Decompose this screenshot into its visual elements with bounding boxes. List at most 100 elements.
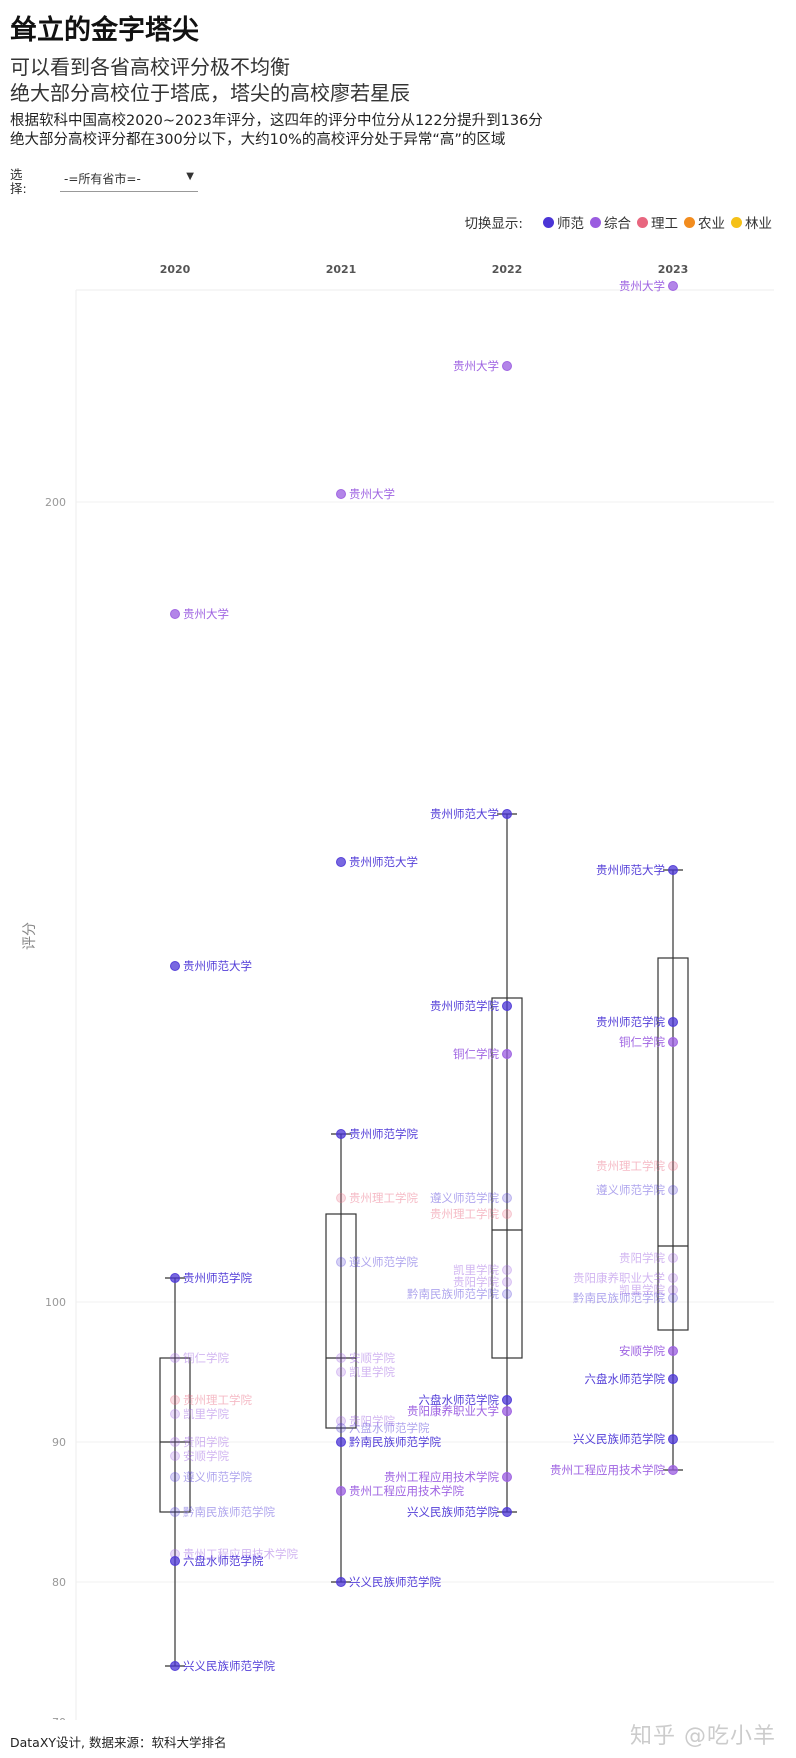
data-point: [170, 609, 180, 619]
data-point: [170, 1273, 180, 1283]
x-tick-label: 2021: [326, 263, 357, 276]
x-tick-label: 2022: [492, 263, 523, 276]
data-label: 安顺学院: [183, 1449, 229, 1463]
data-label: 贵州师范学院: [183, 1271, 252, 1285]
legend-item-label: 理工: [651, 216, 678, 232]
description-line-1: 根据软科中国高校2020~2023年评分，这四年的评分中位分从122分提升到13…: [10, 113, 543, 129]
description-line-2: 绝大部分高校评分都在300分以下，大约10%的高校评分处于异常“高”的区域: [10, 132, 506, 148]
data-label: 安顺学院: [349, 1351, 395, 1365]
data-label: 安顺学院: [619, 1344, 665, 1358]
data-point: [170, 1409, 180, 1419]
data-label: 六盘水师范学院: [419, 1393, 500, 1407]
data-point: [170, 1661, 180, 1671]
data-point: [502, 1049, 512, 1059]
data-label: 凯里学院: [183, 1407, 229, 1421]
legend-item-label: 综合: [604, 216, 631, 232]
data-label: 贵州理工学院: [430, 1207, 499, 1221]
data-label: 贵州师范大学: [183, 959, 252, 973]
legend-item-label: 林业: [745, 216, 772, 232]
data-point: [502, 809, 512, 819]
data-label: 贵州理工学院: [349, 1191, 418, 1205]
dot-icon: [637, 216, 648, 228]
data-label: 兴义民族师范学院: [183, 1659, 275, 1673]
data-point: [502, 1193, 512, 1203]
data-point: [336, 489, 346, 499]
data-point: [170, 1556, 180, 1566]
subtitle-line-2: 绝大部分高校位于塔底，塔尖的高校廖若星辰: [10, 81, 410, 105]
y-tick-label: 70: [52, 1716, 66, 1720]
data-point: [668, 1465, 678, 1475]
data-label: 兴义民族师范学院: [349, 1575, 441, 1589]
data-point: [170, 1472, 180, 1482]
data-point: [668, 1037, 678, 1047]
data-label: 贵州工程应用技术学院: [349, 1484, 464, 1498]
data-point: [336, 1423, 346, 1433]
y-tick-label: 100: [45, 1296, 66, 1309]
data-point: [668, 1346, 678, 1356]
data-label: 兴义民族师范学院: [573, 1432, 665, 1446]
data-label: 六盘水师范学院: [349, 1421, 430, 1435]
data-label: 贵州大学: [183, 607, 229, 621]
data-point: [336, 1486, 346, 1496]
legend-item-agriculture[interactable]: 农业: [684, 212, 725, 232]
data-label: 贵阳学院: [619, 1251, 665, 1265]
data-point: [668, 1434, 678, 1445]
data-point: [668, 865, 678, 875]
data-point: [336, 857, 346, 867]
legend-item-comprehensive[interactable]: 综合: [590, 212, 631, 232]
selector-label: 选择:: [10, 167, 27, 196]
data-label: 贵阳康养职业大学: [573, 1271, 665, 1285]
data-label: 贵州大学: [453, 359, 499, 373]
footer-credit: DataXY设计, 数据来源：软科大学排名: [10, 1735, 227, 1750]
data-point: [336, 1416, 346, 1426]
province-selector: 选择: -=所有省市=- ▼: [10, 168, 198, 196]
data-label: 黔南民族师范学院: [573, 1291, 665, 1305]
data-label: 贵州师范学院: [596, 1015, 665, 1029]
data-label: 黔南民族师范学院: [349, 1435, 441, 1449]
y-tick-label: 200: [45, 496, 66, 509]
legend-title: 切换显示:: [464, 216, 523, 232]
data-point: [668, 1253, 678, 1263]
legend: 切换显示: 师范 综合 理工 农业 林业: [464, 212, 772, 232]
data-point: [502, 1001, 512, 1011]
data-label: 铜仁学院: [619, 1035, 665, 1049]
data-point: [502, 1277, 512, 1287]
data-label: 遵义师范学院: [349, 1255, 418, 1269]
data-point: [502, 1507, 512, 1517]
y-tick-label: 90: [52, 1436, 66, 1449]
legend-item-normal[interactable]: 师范: [543, 212, 584, 232]
box-iqr: [491, 997, 523, 1359]
data-label: 贵州师范学院: [430, 999, 499, 1013]
x-tick-label: 2020: [160, 263, 191, 276]
dot-icon: [543, 216, 554, 228]
triangle-down-icon: ▼: [186, 171, 194, 182]
data-point: [668, 1285, 678, 1295]
box-iqr: [325, 1213, 357, 1429]
data-point: [668, 1017, 678, 1027]
data-label: 凯里学院: [619, 1283, 665, 1297]
data-point: [668, 1273, 678, 1283]
dot-icon: [590, 216, 601, 228]
province-dropdown-value: -=所有省市=-: [64, 172, 141, 186]
data-label: 贵州大学: [349, 487, 395, 501]
data-point: [336, 1257, 346, 1267]
x-tick-label: 2023: [658, 263, 689, 276]
data-point: [668, 1293, 678, 1303]
score-chart: 70 80 90 100 200 评分 2020 2021 2022 2023 贵州大学贵州师范大学…: [22, 263, 774, 1720]
data-label: 贵州师范大学: [596, 863, 665, 877]
data-label: 贵州师范大学: [349, 855, 418, 869]
data-label: 六盘水师范学院: [183, 1554, 264, 1568]
data-label: 凯里学院: [453, 1263, 499, 1277]
province-dropdown[interactable]: -=所有省市=- ▼: [60, 168, 198, 192]
legend-item-label: 农业: [698, 216, 725, 232]
data-point: [336, 1437, 346, 1447]
data-label: 贵州工程应用技术学院: [183, 1547, 298, 1561]
data-label: 兴义民族师范学院: [407, 1505, 499, 1519]
data-point: [668, 1374, 678, 1384]
data-label: 贵阳学院: [453, 1275, 499, 1289]
data-label: 贵阳康养职业大学: [407, 1404, 499, 1418]
legend-item-forestry[interactable]: 林业: [731, 212, 772, 232]
data-point: [502, 1289, 512, 1299]
legend-item-engineering[interactable]: 理工: [637, 212, 678, 232]
data-point: [170, 1353, 180, 1363]
